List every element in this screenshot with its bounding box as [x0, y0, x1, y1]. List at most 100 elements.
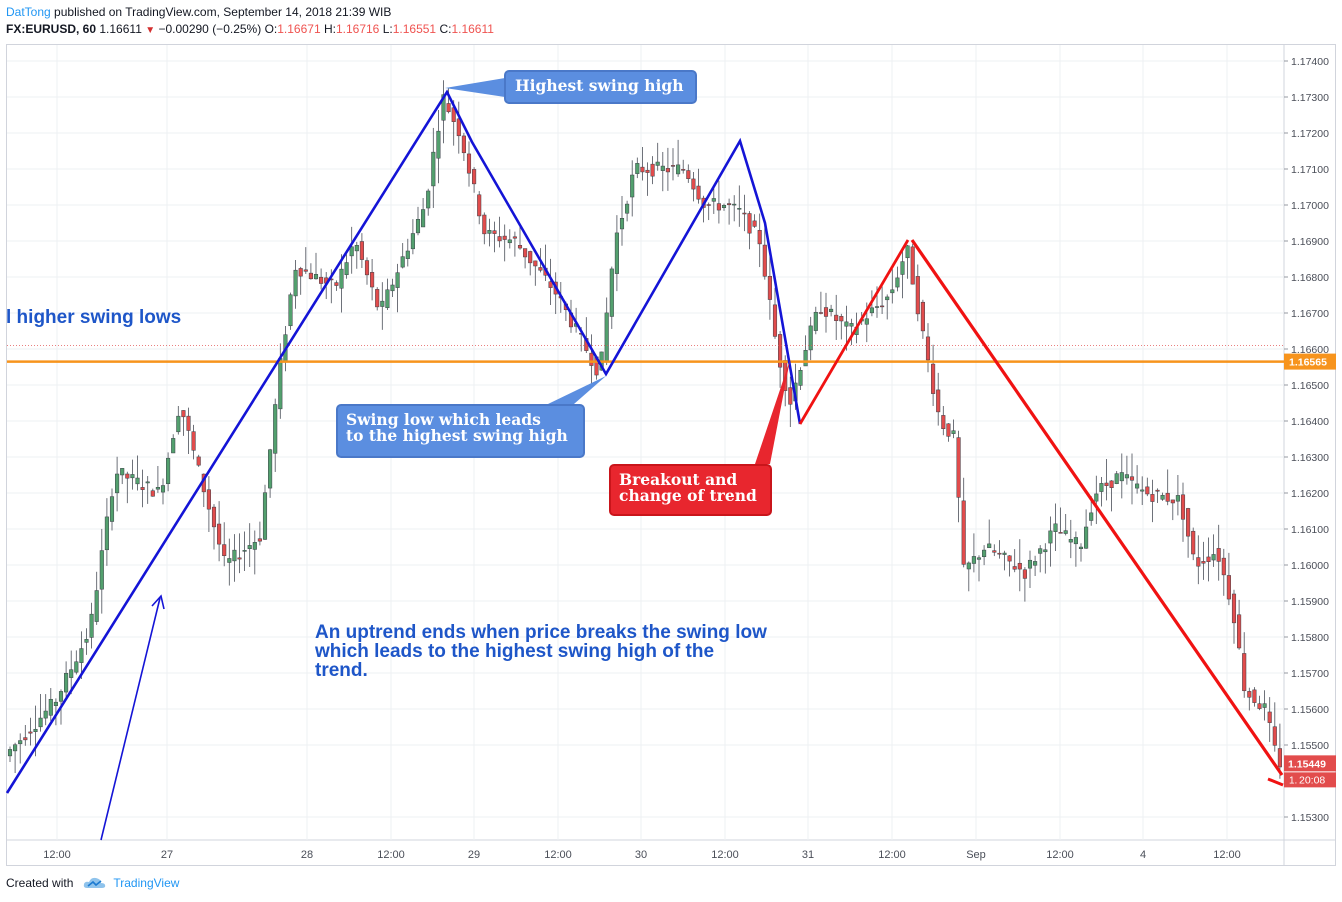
candle-body: [987, 543, 992, 549]
candle-body: [951, 430, 956, 434]
candle-body: [609, 268, 614, 317]
candle-body: [1170, 499, 1175, 504]
candle-body: [242, 550, 247, 552]
x-tick-label: 12:00: [878, 849, 906, 861]
candle-body: [1094, 493, 1099, 502]
candle-body: [1180, 494, 1186, 520]
candle-body: [64, 672, 69, 693]
candle-body: [155, 487, 160, 490]
swing-low-callout-pointer: [548, 376, 606, 404]
candle-body: [1099, 483, 1104, 492]
candle-body: [313, 274, 319, 280]
candle-body: [257, 538, 262, 542]
candle-body: [191, 431, 196, 451]
candle-body: [1135, 483, 1140, 489]
created-with-text: Created with: [6, 876, 74, 890]
candle-body: [222, 544, 227, 557]
candle-body: [915, 276, 920, 315]
candle-body: [497, 236, 502, 242]
candle-body: [788, 387, 793, 405]
candle-body: [1221, 557, 1226, 576]
candle-body: [206, 489, 211, 510]
candle-body: [808, 325, 813, 351]
uptrend-arrow-head: [151, 594, 165, 610]
candle-body: [936, 389, 941, 413]
candle-body: [441, 94, 446, 121]
breakout-line-1: Breakout and: [619, 470, 738, 489]
candle-body: [69, 669, 74, 678]
candle-body: [1272, 726, 1277, 746]
down-arrow-icon: ▼: [145, 25, 156, 36]
candle-body: [1160, 494, 1165, 500]
candle-body: [1211, 554, 1216, 561]
candle-body: [721, 204, 727, 208]
candle-body: [589, 352, 594, 366]
candle-body: [533, 260, 538, 267]
y-tick-label: 1.17100: [1291, 164, 1329, 176]
price-change: −0.00290 (−0.25%): [158, 22, 262, 36]
candle-body: [711, 198, 716, 202]
y-tick-label: 1.16700: [1291, 308, 1329, 320]
candle-body: [528, 251, 533, 264]
candle-body: [53, 701, 58, 706]
candle-body: [635, 163, 640, 174]
candle-body: [1129, 476, 1135, 481]
candle-body: [79, 648, 84, 663]
candle-body: [400, 256, 405, 268]
candle-body: [1063, 530, 1068, 534]
candle-body: [772, 304, 778, 337]
candle-body: [966, 562, 971, 570]
candle-body: [273, 404, 278, 454]
candle-body: [941, 415, 946, 429]
candle-body: [1022, 569, 1027, 579]
candle-body: [834, 314, 839, 321]
candle-body: [319, 276, 324, 284]
candle-body: [798, 370, 803, 386]
candle-body: [660, 165, 665, 171]
explanation-line-1: An uptrend ends when price breaks the sw…: [315, 622, 767, 643]
candle-body: [742, 212, 747, 215]
candle-body: [849, 323, 854, 327]
candle-body: [150, 490, 155, 497]
candle-body: [120, 468, 125, 476]
ohlc-h-label: H:: [323, 22, 336, 36]
candle-body: [1053, 523, 1058, 532]
candle-body: [992, 550, 997, 553]
last-price-label: 1.15449: [1288, 758, 1326, 770]
candle-body: [426, 190, 431, 209]
y-tick-label: 1.16200: [1291, 488, 1329, 500]
candle-body: [370, 272, 375, 288]
candle-body: [252, 542, 257, 550]
candle-body: [1140, 489, 1145, 492]
candle-body: [140, 487, 145, 490]
candle-body: [48, 698, 53, 716]
candle-body: [1084, 526, 1089, 549]
last-price-badge: [1284, 755, 1336, 772]
candle-body: [1206, 556, 1211, 562]
breakout-callout-pointer: [755, 360, 790, 464]
tradingview-link[interactable]: TradingView: [113, 876, 180, 890]
candle-body: [829, 308, 834, 312]
candle-body: [461, 135, 466, 154]
candle-body: [686, 170, 691, 179]
candle-body: [262, 492, 268, 540]
publish-info: DatTong published on TradingView.com, Se…: [6, 4, 391, 21]
candle-body: [1191, 530, 1196, 555]
candle-body: [665, 168, 670, 173]
candle-body: [89, 613, 94, 638]
candle-body: [502, 235, 507, 240]
candle-body: [982, 549, 987, 557]
candle-body: [405, 250, 410, 259]
author-link[interactable]: DatTong: [6, 5, 51, 19]
chart-frame[interactable]: [6, 44, 1336, 866]
candle-body: [1231, 593, 1237, 624]
candle-body: [1012, 566, 1017, 570]
y-tick-label: 1.16800: [1291, 272, 1329, 284]
candle-body: [431, 151, 436, 187]
candle-body: [160, 485, 166, 493]
candle-body: [33, 728, 38, 733]
y-tick-label: 1.17200: [1291, 128, 1329, 140]
candle-body: [196, 456, 201, 466]
ohlc-l-label: L:: [382, 22, 393, 36]
